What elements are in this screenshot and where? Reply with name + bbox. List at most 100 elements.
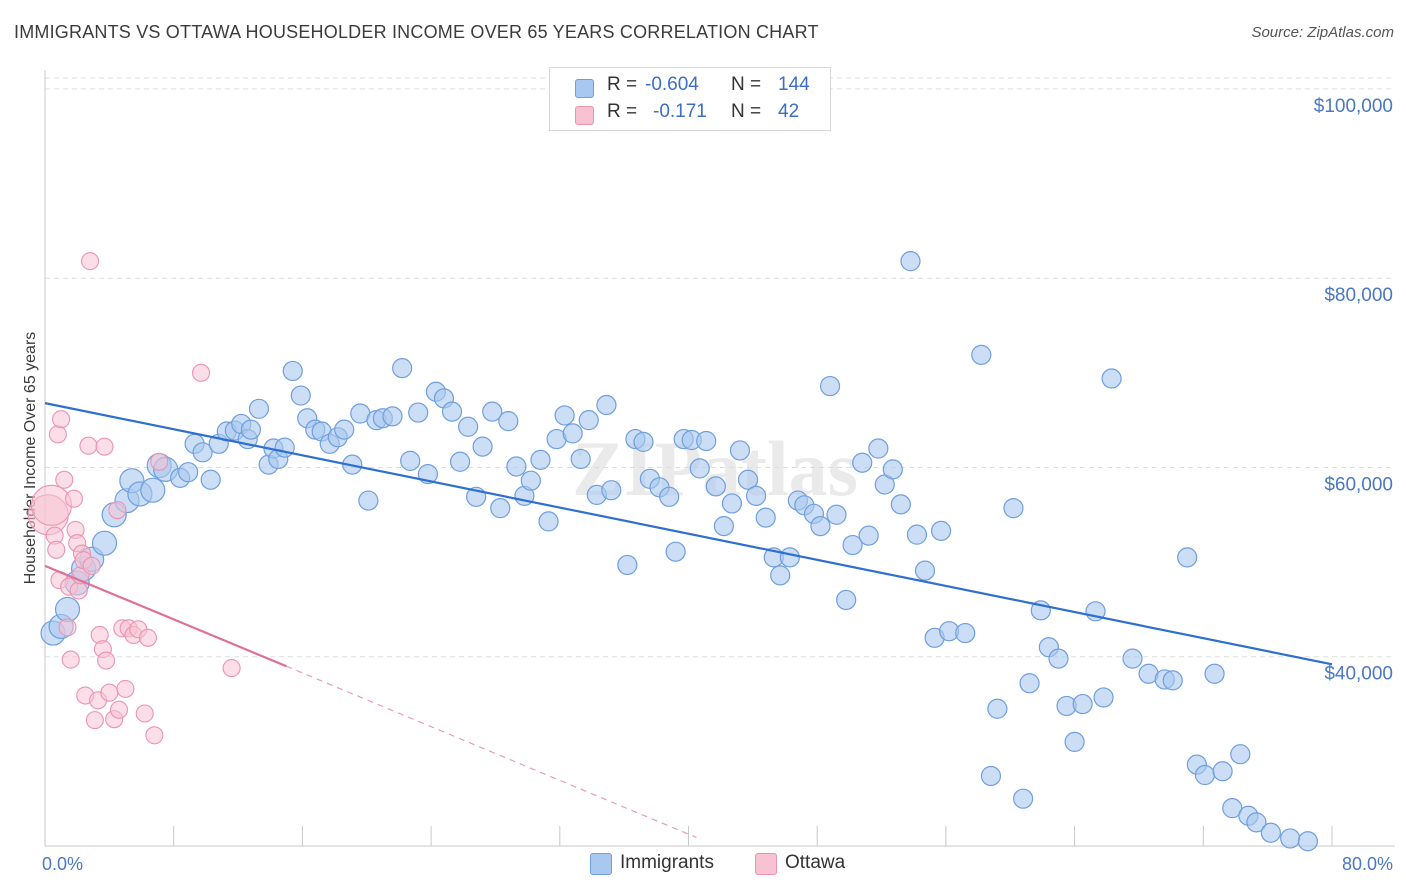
- immigrants-point: [520, 470, 541, 491]
- x-tick-label: 80.0%: [1342, 854, 1393, 874]
- immigrants-point: [1246, 812, 1267, 833]
- ottawa-point: [97, 651, 116, 670]
- immigrants-point: [1177, 547, 1198, 568]
- immigrants-point: [200, 469, 221, 490]
- ottawa-point: [191, 363, 211, 382]
- immigrants-point: [696, 430, 717, 452]
- legend-n-label: N =: [731, 101, 762, 122]
- immigrants-point: [770, 565, 791, 586]
- immigrants-point: [1260, 822, 1281, 843]
- immigrants-point: [570, 448, 591, 470]
- immigrants-point: [1019, 673, 1040, 694]
- immigrants-point: [554, 405, 575, 426]
- immigrants-point: [240, 419, 262, 440]
- ottawa-point: [109, 700, 129, 719]
- immigrants-point: [737, 469, 759, 490]
- immigrants-point: [705, 476, 726, 497]
- y-tick-label: $40,000: [1324, 664, 1393, 685]
- ottawa-point: [116, 679, 135, 698]
- immigrants-point: [530, 449, 551, 470]
- immigrants-point: [826, 504, 847, 525]
- y-tick-label: $100,000: [1314, 96, 1393, 117]
- ottawa-point: [108, 500, 127, 520]
- immigrants-point: [282, 360, 303, 382]
- bottom-legend-label-immigrants: Immigrants: [620, 852, 714, 873]
- series-ottawa: [27, 252, 241, 745]
- ottawa-point: [30, 484, 72, 526]
- ottawa-point: [135, 704, 154, 723]
- ottawa-point: [58, 618, 77, 637]
- axes: [44, 70, 1395, 847]
- immigrants-point: [852, 452, 873, 473]
- immigrants-point: [596, 394, 617, 416]
- immigrants-point: [729, 440, 751, 461]
- immigrants-point: [578, 410, 599, 431]
- immigrants-point: [842, 534, 863, 556]
- immigrants-point: [819, 375, 841, 397]
- immigrants-point: [836, 589, 857, 611]
- ottawa-point: [82, 556, 101, 575]
- grid-lines: [45, 77, 1395, 658]
- immigrants-point: [1204, 663, 1225, 684]
- immigrants-point: [980, 765, 1002, 787]
- immigrants-point: [882, 459, 903, 480]
- immigrants-point: [482, 401, 503, 422]
- immigrants-point: [721, 493, 743, 514]
- immigrants-point: [54, 596, 81, 623]
- x-tick-label: 0.0%: [42, 854, 83, 874]
- immigrants-point: [1013, 788, 1034, 809]
- legend-r-value: -0.604: [645, 74, 699, 95]
- immigrants-point: [392, 357, 413, 379]
- immigrants-point: [900, 251, 921, 272]
- immigrants-point: [1093, 687, 1114, 708]
- immigrants-point: [490, 498, 511, 519]
- immigrants-point: [274, 437, 295, 458]
- immigrants-point: [1212, 761, 1233, 782]
- immigrants-point: [192, 442, 213, 463]
- legend-n-value: 144: [778, 74, 810, 95]
- legend-r-label: R =: [607, 101, 638, 122]
- ottawa-point: [100, 683, 119, 702]
- immigrants-point: [1101, 368, 1122, 389]
- immigrants-point: [1064, 731, 1085, 753]
- series-immigrants: [40, 251, 1318, 852]
- immigrants-point: [689, 458, 710, 479]
- y-tick-label: $80,000: [1324, 285, 1393, 306]
- x-tick-labels: 0.0% 80.0%: [42, 854, 1393, 874]
- immigrants-point: [458, 416, 479, 437]
- immigrants-point: [441, 401, 463, 422]
- immigrants-point: [178, 462, 199, 483]
- y-axis-label: Householder Income Over 65 years: [22, 332, 39, 585]
- legend-swatch-ottawa: [575, 106, 594, 125]
- immigrants-point: [290, 385, 311, 406]
- immigrants-point: [1230, 744, 1251, 765]
- legend-n-value: 42: [778, 101, 800, 122]
- immigrants-point: [955, 622, 976, 644]
- immigrants-point: [810, 516, 831, 537]
- immigrants-point: [601, 480, 622, 501]
- ottawa-trend-line: [44, 564, 287, 668]
- y-tick-labels: $40,000 $60,000 $80,000 $100,000: [1314, 96, 1393, 685]
- immigrants-point: [140, 477, 166, 503]
- immigrants-point: [971, 344, 992, 365]
- immigrants-point: [1194, 764, 1216, 786]
- immigrants-point: [1122, 648, 1143, 669]
- legend-r-value: -0.171: [653, 101, 707, 122]
- ottawa-point: [150, 452, 169, 471]
- legend-r-label: R =: [607, 74, 638, 95]
- immigrants-point: [1297, 831, 1318, 852]
- immigrants-point: [890, 494, 911, 515]
- ottawa-point: [222, 659, 241, 678]
- ottawa-point: [79, 436, 98, 455]
- immigrants-point: [713, 516, 734, 537]
- immigrants-point: [633, 431, 654, 453]
- immigrants-point: [868, 438, 889, 459]
- immigrants-point: [987, 698, 1008, 719]
- legend-swatch-immigrants: [575, 79, 594, 98]
- immigrants-trend-line: [44, 402, 1333, 666]
- ottawa-point: [64, 489, 84, 508]
- ottawa-point: [47, 540, 66, 559]
- immigrants-point: [617, 554, 638, 576]
- immigrants-point: [745, 485, 767, 506]
